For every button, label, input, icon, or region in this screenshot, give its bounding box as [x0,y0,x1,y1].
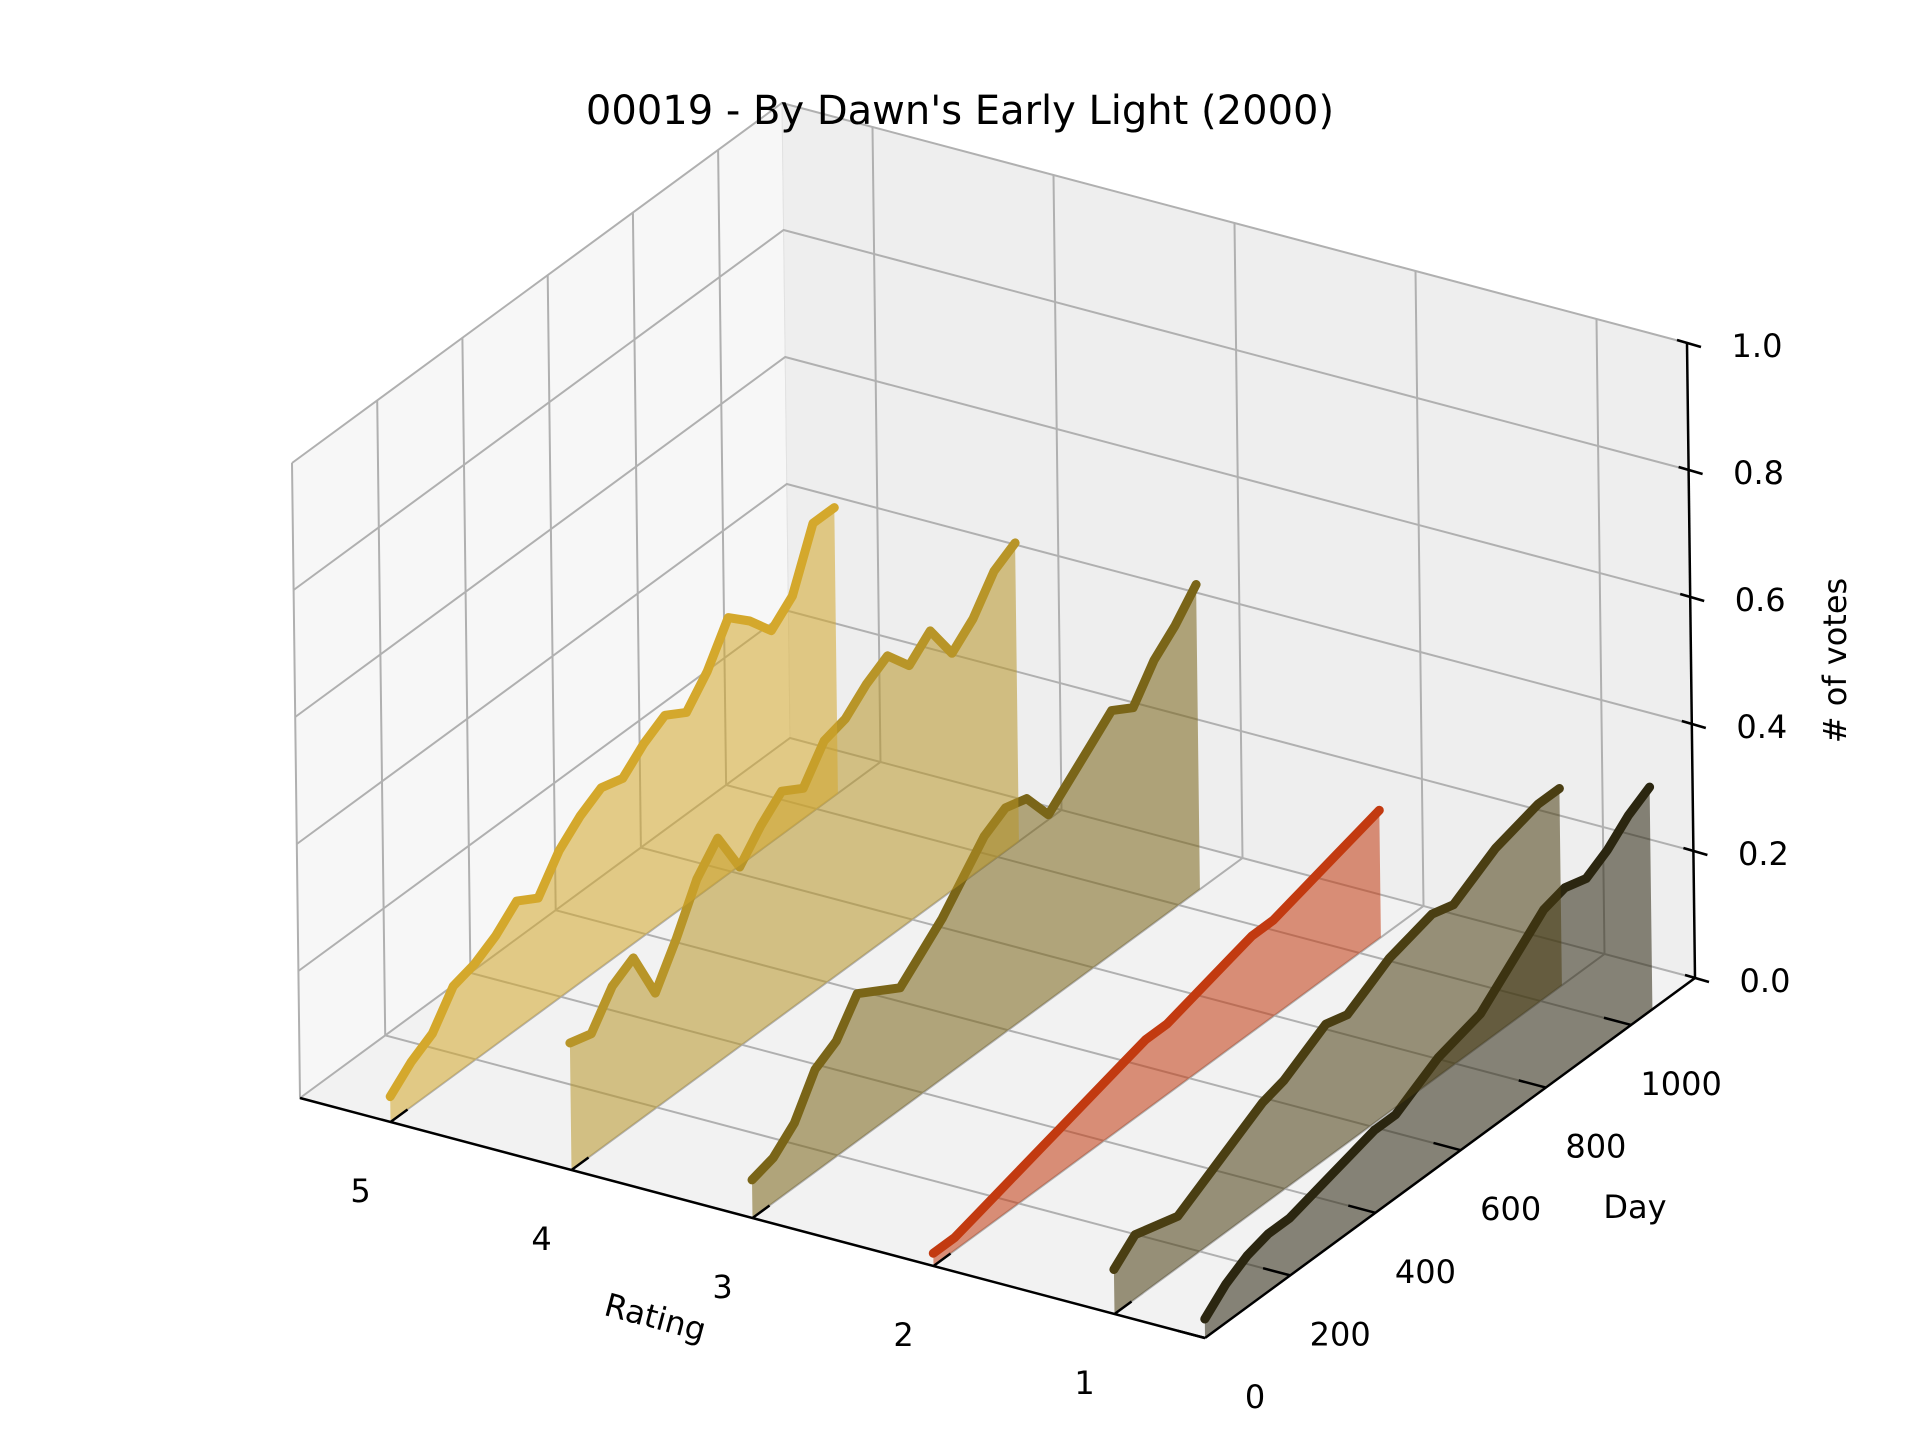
x-tick-label: 1 [1074,1364,1094,1402]
y-tick-label: 400 [1395,1253,1456,1291]
y-axis-label: Day [1603,1188,1666,1226]
y-tick-label: 0 [1245,1378,1265,1416]
x-tick-label: 5 [350,1172,370,1210]
z-tick-label: 0.8 [1733,454,1784,492]
x-tick-label: 3 [712,1268,732,1306]
x-tick-label: 2 [893,1316,913,1354]
y-tick-label: 1000 [1640,1065,1721,1103]
y-tick-label: 200 [1310,1315,1371,1353]
y-tick-label: 800 [1565,1128,1626,1166]
z-axis-label: # of votes [1816,578,1854,743]
z-tick-label: 0.4 [1736,708,1787,746]
z-tick-label: 0.0 [1740,962,1791,1000]
x-tick-label: 4 [531,1220,551,1258]
z-tick-label: 0.6 [1735,581,1786,619]
y-tick-label: 600 [1480,1190,1541,1228]
z-tick-label: 0.2 [1738,835,1789,873]
chart-title: 00019 - By Dawn's Early Light (2000) [586,88,1334,134]
x-axis-label: Rating [601,1286,710,1349]
z-tick-label: 1.0 [1732,327,1783,365]
